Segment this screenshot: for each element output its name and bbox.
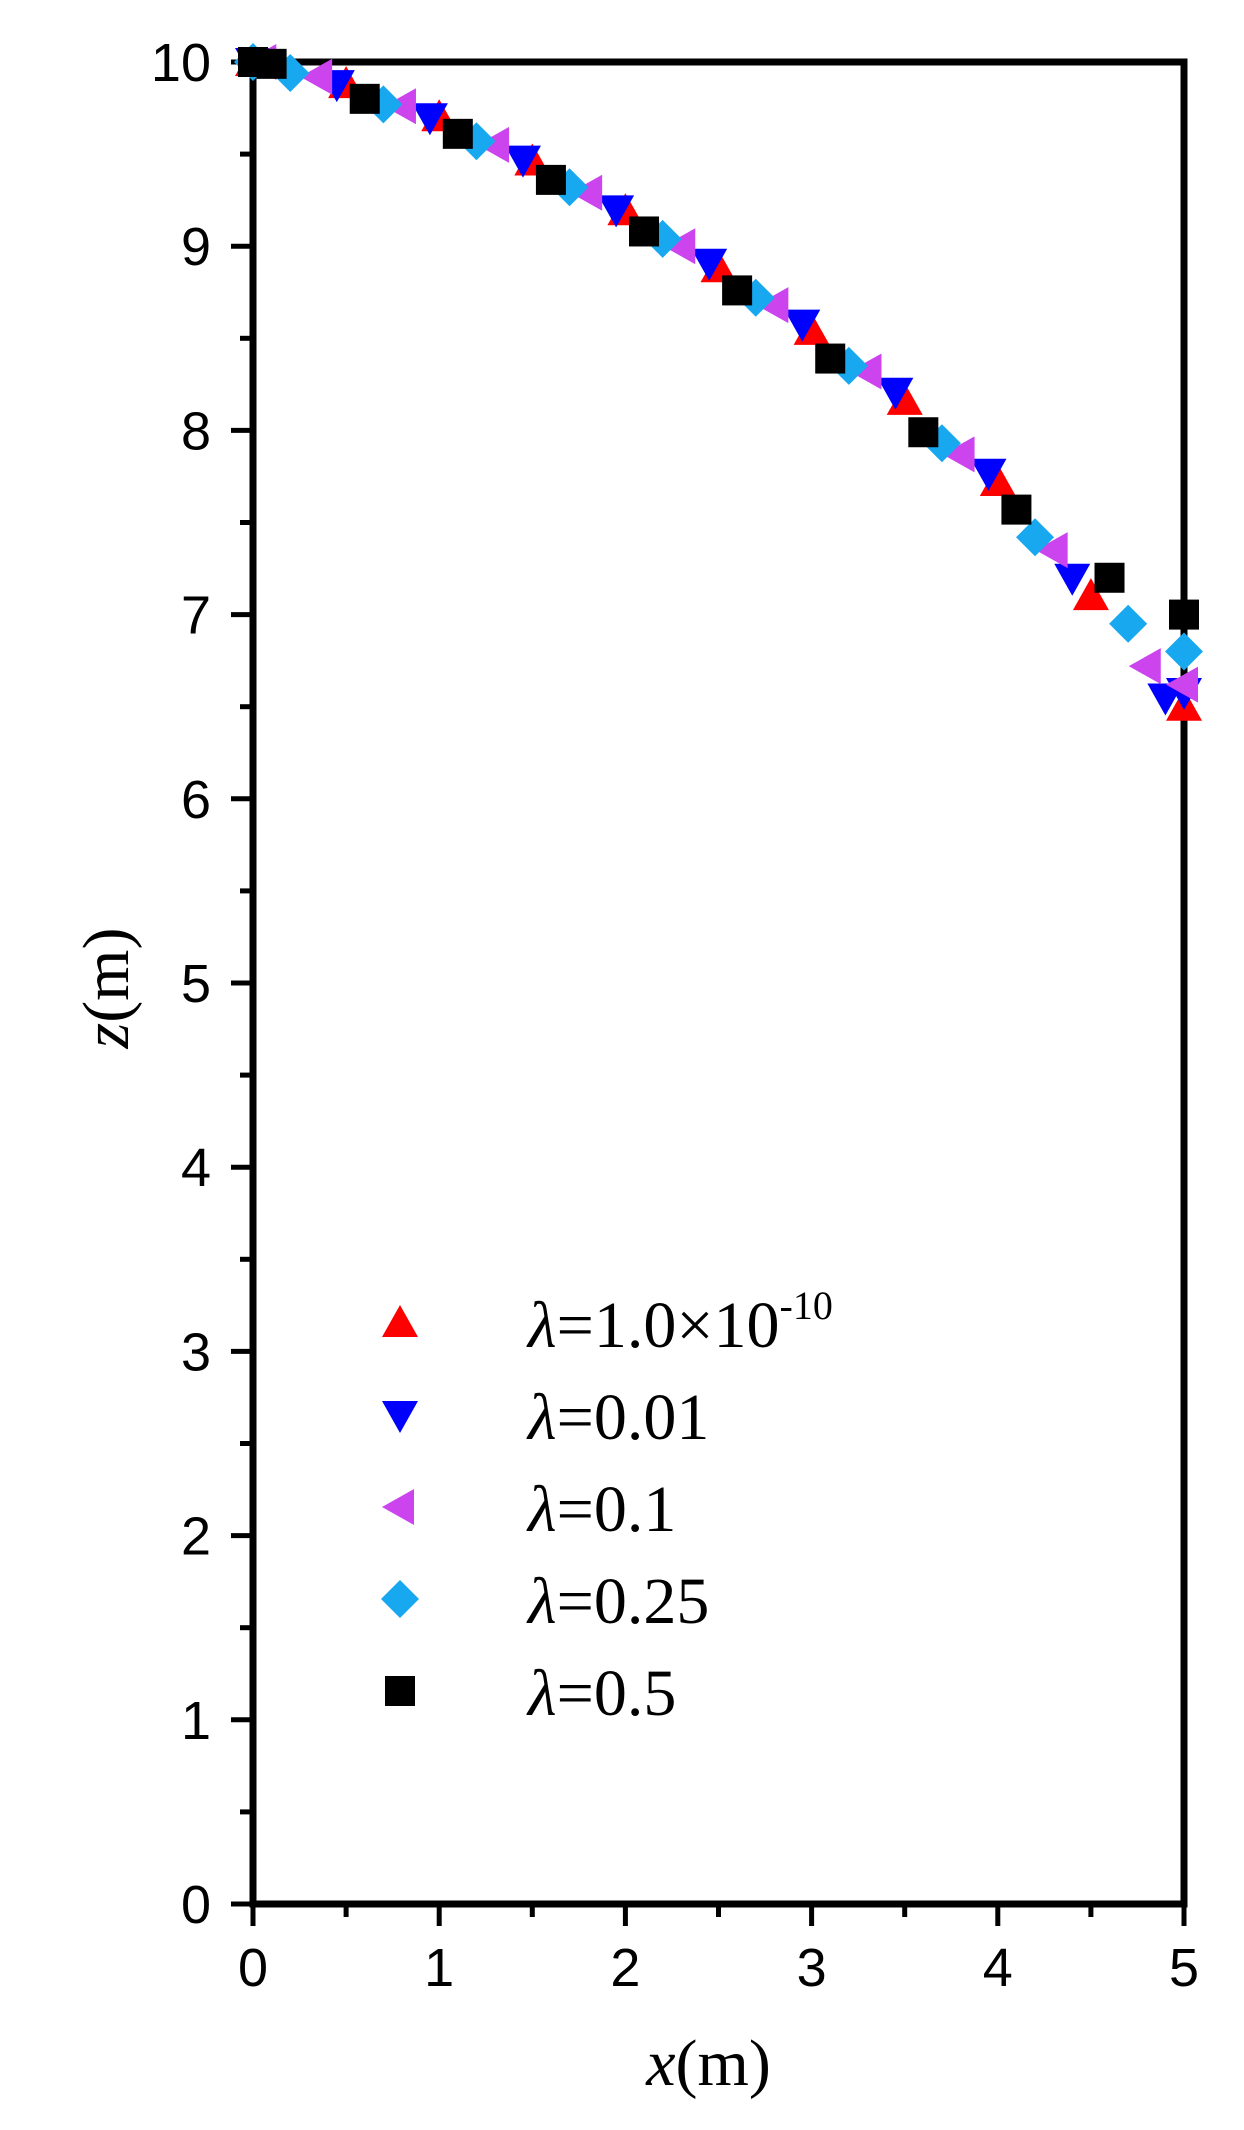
data-point — [877, 377, 914, 410]
y-axis-title: z(m) — [70, 928, 143, 1050]
data-point — [535, 164, 566, 195]
legend-marker — [382, 1401, 418, 1433]
data-point — [1001, 494, 1032, 525]
legend-label: λ=1.0×10-10 — [526, 1283, 833, 1362]
y-tick-label: 3 — [181, 1322, 211, 1382]
legend-label-symbol: λ — [526, 1381, 557, 1454]
data-point — [1169, 599, 1199, 630]
legend-marker — [385, 1676, 415, 1706]
data-point — [908, 417, 939, 448]
data-point — [477, 126, 510, 163]
data-point — [1128, 648, 1161, 685]
y-tick-label: 10 — [151, 33, 211, 93]
data-point — [271, 54, 310, 93]
data-point — [970, 458, 1007, 491]
series-0 — [235, 44, 1202, 721]
series-3 — [234, 43, 1203, 671]
data-point — [1054, 563, 1091, 596]
data-point — [1094, 562, 1125, 593]
legend-label-text: =0.01 — [557, 1381, 710, 1454]
x-axis-unit: (m) — [676, 2027, 771, 2100]
legend-item: λ=1.0×10-10 — [382, 1283, 833, 1362]
legend-item: λ=0.25 — [381, 1565, 709, 1638]
legend-label-text: =0.1 — [557, 1473, 677, 1546]
legend-label: λ=0.25 — [526, 1565, 709, 1638]
y-tick-label: 5 — [181, 954, 211, 1014]
data-point — [504, 145, 541, 178]
legend-label-symbol: λ — [526, 1473, 557, 1546]
data-point — [349, 83, 380, 114]
y-axis-var: z — [70, 1023, 143, 1050]
legend-marker — [382, 1305, 418, 1337]
legend-label-text: =0.25 — [557, 1565, 710, 1638]
legend-label: λ=0.5 — [526, 1657, 676, 1730]
y-tick-label: 0 — [181, 1875, 211, 1935]
data-point — [722, 275, 753, 306]
data-point — [849, 353, 882, 390]
x-tick-label: 4 — [983, 1938, 1013, 1998]
data-point — [1166, 666, 1198, 703]
data-point — [756, 287, 789, 324]
data-point — [598, 195, 635, 228]
legend: λ=1.0×10-10λ=0.01λ=0.1λ=0.25λ=0.5 — [381, 1283, 833, 1730]
y-tick-label: 1 — [181, 1691, 211, 1751]
legend-label: λ=0.1 — [526, 1473, 676, 1546]
data-point — [300, 58, 333, 95]
legend-label-text: =1.0×10 — [557, 1289, 780, 1362]
legend-label-superscript: -10 — [780, 1283, 833, 1328]
series-1 — [235, 48, 1202, 716]
series-2 — [244, 44, 1198, 703]
legend-label: λ=0.01 — [526, 1381, 709, 1454]
legend-marker — [382, 1489, 414, 1525]
series-4 — [238, 47, 1199, 630]
data-point — [663, 228, 696, 265]
x-tick-label: 2 — [610, 1938, 640, 1998]
y-axis-unit: (m) — [70, 928, 143, 1023]
data-point — [815, 343, 846, 374]
legend-item: λ=0.5 — [385, 1657, 676, 1730]
plot-frame — [249, 58, 1188, 1908]
legend-label-symbol: λ — [526, 1657, 557, 1730]
data-point — [942, 436, 975, 473]
x-tick-label: 3 — [797, 1938, 827, 1998]
x-axis-title: x(m) — [645, 2027, 771, 2100]
data-point — [1165, 632, 1203, 671]
legend-label-symbol: λ — [526, 1565, 557, 1638]
legend-item: λ=0.1 — [382, 1473, 676, 1546]
x-tick-label: 5 — [1169, 1938, 1199, 1998]
data-point — [1016, 518, 1055, 557]
y-tick-label: 7 — [181, 586, 211, 646]
data-point — [784, 309, 821, 342]
data-point — [256, 48, 287, 79]
data-point — [457, 122, 496, 161]
data-point — [1109, 604, 1148, 643]
x-axis-var: x — [645, 2027, 675, 2100]
data-point — [442, 118, 473, 149]
x-tick-label: 1 — [424, 1938, 454, 1998]
legend-item: λ=0.01 — [382, 1381, 709, 1454]
y-tick-label: 9 — [181, 217, 211, 277]
y-tick-label: 2 — [181, 1507, 211, 1567]
data-point — [629, 216, 660, 247]
data-points-group — [234, 43, 1203, 721]
data-point — [1035, 532, 1068, 569]
data-point — [1072, 578, 1109, 611]
data-point — [411, 103, 448, 136]
y-tick-label: 6 — [181, 770, 211, 830]
legend-marker — [381, 1580, 419, 1618]
y-tick-label: 8 — [181, 401, 211, 461]
legend-label-symbol: λ — [526, 1289, 557, 1362]
data-point — [570, 174, 603, 211]
y-tick-label: 4 — [181, 1138, 211, 1198]
data-point — [691, 248, 728, 281]
legend-label-text: =0.5 — [557, 1657, 677, 1730]
x-tick-label: 0 — [238, 1938, 268, 1998]
